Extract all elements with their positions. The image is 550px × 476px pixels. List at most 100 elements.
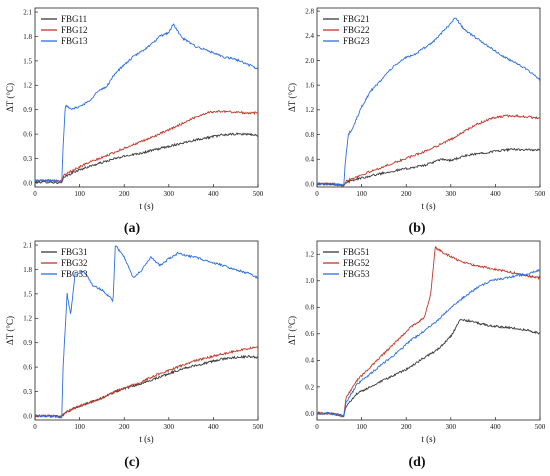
x-tick-label: 300	[164, 423, 175, 431]
series-line-fbg31	[35, 354, 258, 419]
legend-entry: FBG53	[343, 269, 370, 279]
y-tick-label: 0.3	[23, 388, 32, 396]
y-tick-label: 0.0	[305, 410, 314, 418]
panel-b: 0 100 200 300 400 500 0.0 0.4 0.8 1.2 1.6 2.0 2.4 2.8…	[287, 7, 546, 236]
y-tick-label: 0.4	[305, 156, 314, 164]
x-tick-label: 400	[208, 190, 219, 198]
x-axis-label: t (s)	[421, 201, 435, 211]
plot-frame	[34, 240, 259, 421]
legend-entry: FBG23	[343, 36, 370, 46]
series-line-fbg51	[317, 318, 540, 418]
y-tick-label: 0.6	[23, 131, 32, 139]
legend-entry: FBG52	[343, 258, 370, 268]
legend-entry: FBG12	[61, 25, 88, 35]
series-line-fbg23	[317, 17, 540, 187]
legend-entry: FBG13	[61, 36, 88, 46]
series-line-fbg21	[317, 147, 540, 187]
x-tick-label: 100	[356, 190, 367, 198]
y-tick-label: 0.2	[305, 383, 314, 391]
x-axis-label: t (s)	[421, 434, 435, 444]
panel-label: (a)	[124, 221, 141, 236]
plot-frame	[316, 240, 541, 421]
y-axis-label: ΔT (°C)	[287, 83, 297, 112]
x-tick-label: 500	[253, 190, 264, 198]
y-axis-label: ΔT (°C)	[5, 316, 15, 345]
plot-frame	[34, 7, 259, 188]
x-tick-label: 300	[164, 190, 175, 198]
panel-d: 0 100 200 300 400 500 0.0 0.2 0.4 0.6 0.8 1.0 1.2 t (…	[287, 240, 546, 470]
x-tick-label: 200	[119, 190, 130, 198]
plot-frame	[316, 7, 541, 188]
legend-entry: FBG51	[343, 247, 370, 257]
x-tick-label: 400	[208, 423, 219, 431]
y-tick-label: 1.5	[23, 290, 32, 298]
legend-entry: FBG11	[61, 14, 87, 24]
legend-entry: FBG32	[61, 258, 88, 268]
y-tick-label: 1.8	[23, 266, 32, 274]
y-tick-label: 2.1	[23, 241, 32, 249]
y-tick-label: 0.8	[305, 131, 314, 139]
x-tick-label: 300	[446, 423, 457, 431]
y-tick-label: 1.8	[23, 33, 32, 41]
series-line-fbg12	[35, 110, 258, 184]
legend-entry: FBG31	[61, 247, 88, 257]
x-tick-label: 100	[74, 423, 85, 431]
series-line-fbg11	[35, 132, 258, 185]
y-tick-label: 0.0	[23, 179, 32, 187]
panel-label: (d)	[408, 455, 425, 470]
y-tick-label: 0.0	[305, 180, 314, 188]
series-line-fbg32	[35, 346, 258, 419]
y-tick-label: 1.2	[305, 106, 314, 114]
x-tick-label: 200	[119, 423, 130, 431]
series-line-fbg33	[35, 245, 258, 419]
x-tick-label: 0	[315, 190, 319, 198]
x-tick-label: 0	[33, 190, 37, 198]
y-tick-label: 0.9	[23, 339, 32, 347]
y-tick-label: 1.2	[23, 82, 32, 90]
series-line-fbg52	[317, 246, 540, 418]
y-tick-label: 0.6	[23, 364, 32, 372]
x-tick-label: 0	[33, 423, 37, 431]
series-line-fbg53	[317, 268, 540, 418]
x-tick-label: 100	[356, 423, 367, 431]
panel-label: (b)	[408, 221, 425, 236]
y-tick-label: 1.5	[23, 57, 32, 65]
y-tick-label: 1.6	[305, 82, 314, 90]
x-axis-label: t (s)	[139, 434, 153, 444]
x-tick-label: 200	[401, 423, 412, 431]
x-tick-label: 200	[401, 190, 412, 198]
series-line-fbg22	[317, 114, 540, 187]
y-tick-label: 2.0	[305, 57, 314, 65]
y-tick-label: 0.0	[23, 412, 32, 420]
panel-a: 0 100 200 300 400 500 0.0 0.3 0.6 0.9 1.2 1.5 1.8 2.1…	[5, 7, 264, 236]
y-tick-label: 0.4	[305, 357, 314, 365]
panel-label: (c)	[124, 455, 140, 470]
y-tick-label: 2.4	[305, 32, 314, 40]
y-axis-label: ΔT (°C)	[5, 83, 15, 112]
legend-entry: FBG22	[343, 25, 370, 35]
x-tick-label: 500	[253, 423, 264, 431]
y-tick-label: 1.0	[305, 277, 314, 285]
y-tick-label: 2.1	[23, 8, 32, 16]
panel-c: 0 100 200 300 400 500 0.0 0.3 0.6 0.9 1.2 1.5 1.8 2.1…	[5, 240, 264, 470]
x-tick-label: 100	[74, 190, 85, 198]
x-tick-label: 0	[315, 423, 319, 431]
x-tick-label: 400	[490, 423, 501, 431]
y-tick-label: 2.8	[305, 7, 314, 15]
y-tick-label: 0.8	[305, 304, 314, 312]
y-tick-label: 1.2	[23, 315, 32, 323]
y-tick-label: 1.2	[305, 251, 314, 259]
x-tick-label: 500	[535, 190, 546, 198]
y-axis-label: ΔT (°C)	[287, 316, 297, 345]
y-tick-label: 0.9	[23, 106, 32, 114]
x-tick-label: 300	[446, 190, 457, 198]
legend-entry: FBG21	[343, 14, 370, 24]
series-line-fbg13	[35, 23, 258, 184]
legend-entry: FBG33	[61, 269, 88, 279]
x-axis-label: t (s)	[139, 201, 153, 211]
x-tick-label: 500	[535, 423, 546, 431]
x-tick-label: 400	[490, 190, 501, 198]
y-tick-label: 0.3	[23, 155, 32, 163]
y-tick-label: 0.6	[305, 330, 314, 338]
